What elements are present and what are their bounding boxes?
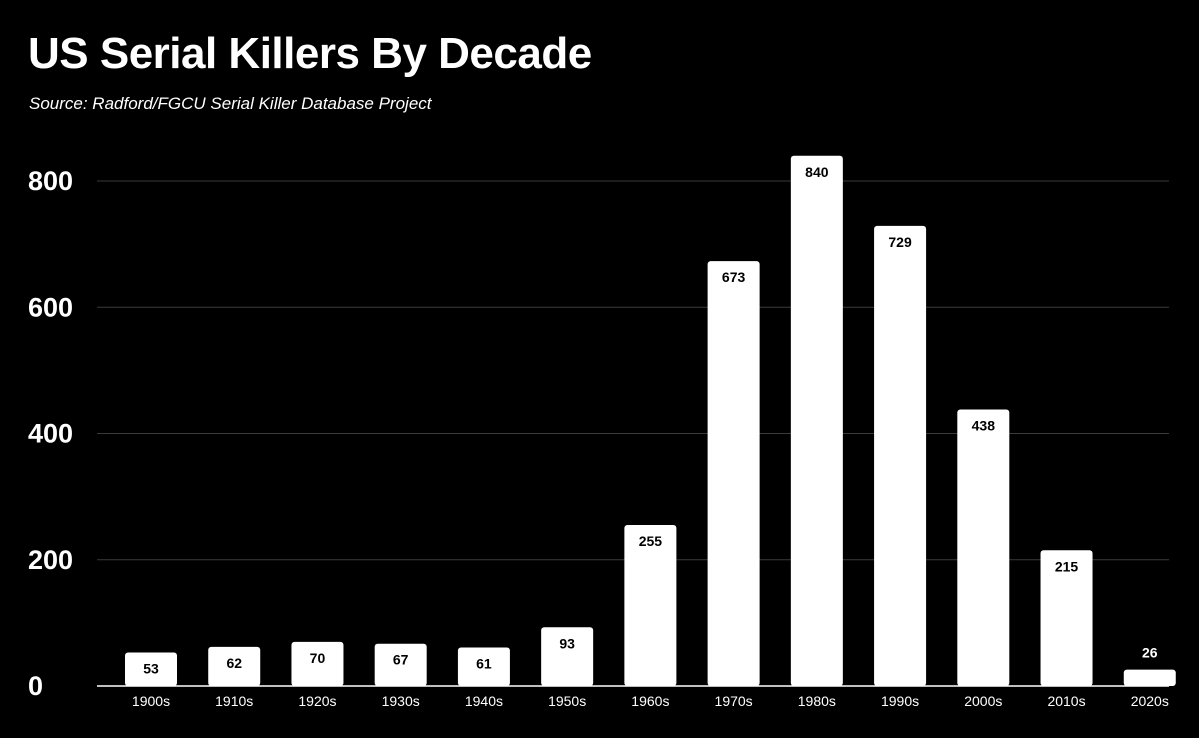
x-tick-label: 1980s — [798, 693, 836, 709]
x-tick-label: 1910s — [215, 693, 253, 709]
bar — [374, 643, 427, 686]
data-label: 729 — [888, 234, 912, 250]
x-tick-label: 1900s — [132, 693, 170, 709]
data-label: 673 — [722, 269, 746, 285]
data-label: 62 — [226, 655, 242, 671]
x-tick-label: 2010s — [1047, 693, 1085, 709]
x-axis-ticks: 1900s 1910s 1920s 1930s 1940s 1950s 1960s 1970s… — [97, 685, 1169, 709]
bar — [1040, 550, 1093, 686]
y-tick-label: 400 — [28, 419, 73, 449]
y-tick-label: 0 — [28, 671, 43, 701]
data-labels: 53 62 70 67 61 93 255 673 840 729 438 215 26 — [143, 164, 1158, 677]
y-tick-label: 800 — [28, 166, 73, 196]
bar — [291, 641, 344, 686]
bar — [125, 652, 177, 686]
x-tick-label: 1970s — [715, 693, 753, 709]
x-tick-label: 1950s — [548, 693, 586, 709]
bar — [624, 525, 677, 686]
x-tick-label: 1930s — [382, 693, 420, 709]
y-axis-ticks: 0 200 400 600 800 — [28, 166, 73, 701]
y-tick-label: 600 — [28, 292, 73, 322]
data-label: 26 — [1142, 645, 1158, 661]
data-label: 67 — [393, 652, 409, 668]
data-label: 255 — [639, 533, 663, 549]
x-tick-label: 2020s — [1131, 693, 1169, 709]
data-label: 53 — [143, 661, 159, 677]
bar — [208, 646, 261, 686]
chart-subtitle: Source: Radford/FGCU Serial Killer Datab… — [29, 94, 432, 113]
bar — [707, 261, 760, 686]
x-tick-label: 1990s — [881, 693, 919, 709]
y-tick-label: 200 — [28, 545, 73, 575]
chart-title: US Serial Killers By Decade — [28, 29, 592, 78]
x-tick-label: 1940s — [465, 693, 503, 709]
x-tick-label: 1920s — [298, 693, 336, 709]
bar — [541, 627, 594, 686]
bar — [457, 647, 510, 686]
bar — [874, 225, 927, 686]
bars — [125, 155, 1176, 686]
data-label: 840 — [805, 164, 829, 180]
data-label: 215 — [1055, 558, 1079, 574]
bar — [1123, 669, 1176, 686]
data-label: 438 — [972, 418, 996, 434]
data-label: 70 — [310, 650, 326, 666]
data-label: 93 — [559, 635, 575, 651]
x-tick-label: 2000s — [964, 693, 1002, 709]
data-label: 61 — [476, 655, 492, 671]
bar — [957, 409, 1010, 686]
x-tick-label: 1960s — [631, 693, 669, 709]
bar — [790, 155, 843, 686]
